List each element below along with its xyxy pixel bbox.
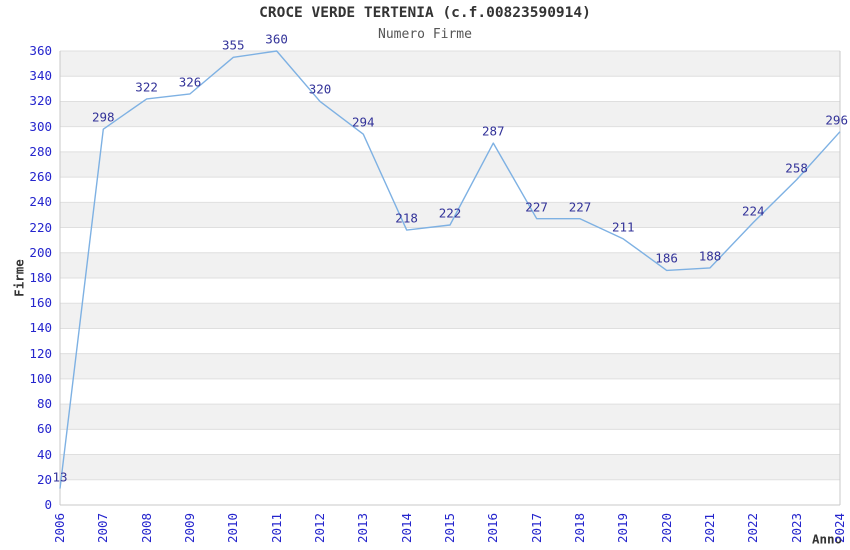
data-point-label: 258 (785, 159, 808, 175)
y-tick-label: 320 (29, 93, 52, 109)
grid-band (60, 51, 840, 77)
grid-band (60, 353, 840, 379)
x-tick-label: 2018 (571, 512, 587, 544)
data-point-label: 211 (612, 219, 635, 235)
x-tick-label: 2014 (398, 512, 414, 544)
data-point-label: 298 (92, 109, 115, 125)
x-tick-label: 2017 (528, 512, 544, 544)
data-point-label: 287 (482, 123, 505, 139)
x-tick-label: 2006 (51, 512, 67, 544)
data-point-label: 296 (825, 111, 848, 127)
grid-band (60, 101, 840, 127)
y-tick-label: 20 (36, 471, 52, 487)
data-line (59, 50, 841, 489)
y-tick-label: 80 (36, 395, 52, 411)
grid-band (60, 151, 840, 178)
data-point-label: 360 (265, 31, 288, 47)
x-tick-label: 2022 (745, 512, 761, 544)
y-tick-label: 120 (29, 345, 52, 361)
data-point-label: 294 (352, 114, 375, 130)
y-tick-label: 240 (29, 194, 52, 210)
x-tick-label: 2020 (658, 512, 674, 544)
y-tick-label: 180 (29, 269, 52, 285)
x-axis-title: Anno (811, 531, 843, 547)
y-tick-label: 60 (36, 421, 52, 437)
grid-band (60, 454, 840, 480)
y-tick-label: 360 (29, 42, 52, 58)
y-tick-label: 280 (29, 143, 52, 159)
y-tick-label: 260 (29, 168, 52, 184)
x-tick-label: 2023 (788, 512, 804, 544)
x-tick-label: 2019 (615, 512, 631, 544)
x-tick-label: 2009 (181, 512, 197, 544)
data-point-label: 222 (438, 205, 462, 221)
grid-band (60, 202, 840, 228)
data-point-label: 227 (568, 198, 592, 214)
data-point-label: 326 (178, 74, 202, 90)
chart-subtitle: Numero Firme (378, 27, 472, 42)
data-point-label: 320 (308, 81, 332, 97)
data-point-label: 322 (135, 79, 158, 95)
y-tick-label: 340 (29, 67, 52, 83)
x-tick-label: 2015 (441, 512, 457, 544)
y-tick-label: 140 (29, 320, 52, 336)
x-tick-label: 2024 (831, 512, 847, 544)
data-point-label: 227 (525, 198, 548, 214)
grid-band (60, 303, 840, 329)
data-point-label: 186 (655, 250, 678, 266)
y-tick-label: 220 (29, 219, 52, 235)
x-tick-label: 2008 (138, 512, 154, 544)
x-tick-label: 2007 (95, 512, 111, 544)
y-tick-label: 300 (29, 118, 52, 134)
y-tick-label: 100 (29, 370, 52, 386)
data-point-label: 224 (742, 202, 765, 218)
data-point-label: 355 (222, 37, 245, 53)
data-point-label: 13 (52, 468, 68, 484)
chart-title: CROCE VERDE TERTENIA (c.f.00823590914) (259, 5, 591, 21)
x-tick-label: 2010 (225, 512, 241, 544)
data-point-label: 188 (698, 248, 722, 264)
x-tick-label: 2012 (311, 512, 327, 544)
x-tick-label: 2016 (485, 512, 501, 544)
x-tick-label: 2021 (701, 512, 717, 544)
y-tick-label: 200 (29, 244, 52, 260)
y-tick-label: 40 (36, 446, 52, 462)
y-tick-label: 0 (44, 496, 52, 512)
data-point-label: 218 (395, 210, 418, 226)
y-tick-label: 160 (29, 294, 52, 310)
grid-band (60, 404, 840, 430)
grid-band (60, 252, 840, 278)
x-tick-label: 2013 (355, 512, 371, 544)
x-tick-label: 2011 (268, 512, 284, 544)
